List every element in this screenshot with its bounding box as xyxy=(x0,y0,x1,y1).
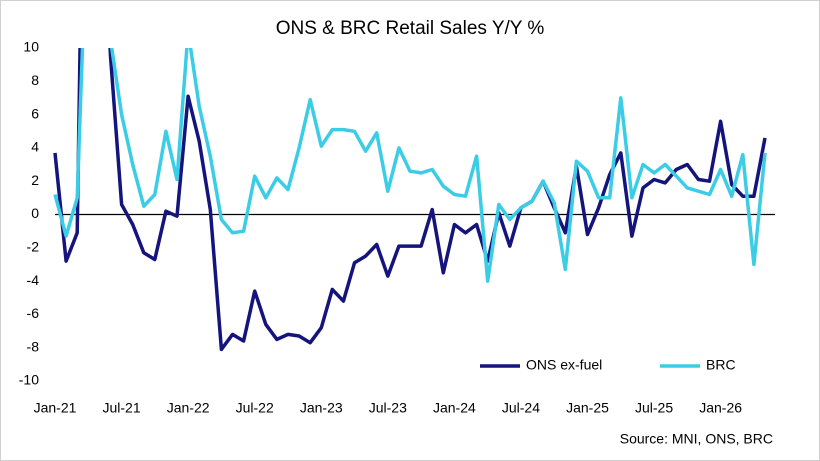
y-tick-label: -10 xyxy=(19,372,39,388)
x-tick-label: Jan-21 xyxy=(34,400,77,416)
legend-label: ONS ex-fuel xyxy=(526,357,602,373)
x-tick-label: Jan-24 xyxy=(433,400,476,416)
y-tick-label: 10 xyxy=(23,39,39,55)
x-tick-label: Jul-22 xyxy=(236,400,274,416)
x-tick-label: Jan-23 xyxy=(300,400,343,416)
x-tick-label: Jan-26 xyxy=(699,400,742,416)
y-tick-label: 4 xyxy=(31,139,39,155)
line-series xyxy=(53,48,767,352)
y-tick-label: 8 xyxy=(31,72,39,88)
y-tick-label: -8 xyxy=(27,338,40,354)
line-series xyxy=(53,48,767,283)
y-tick-label: -2 xyxy=(27,239,40,255)
chart-title: ONS & BRC Retail Sales Y/Y % xyxy=(276,18,545,39)
x-tick-label: Jul-24 xyxy=(502,400,540,416)
x-tick-label: Jan-25 xyxy=(566,400,609,416)
x-tick-label: Jul-23 xyxy=(369,400,407,416)
source-note: Source: MNI, ONS, BRC xyxy=(620,431,773,447)
y-tick-label: 2 xyxy=(31,172,39,188)
x-tick-label: Jul-25 xyxy=(635,400,673,416)
y-tick-label: -4 xyxy=(27,272,40,288)
plot-area xyxy=(53,48,767,352)
y-tick-label: 6 xyxy=(31,105,39,121)
x-tick-label: Jan-22 xyxy=(167,400,210,416)
legend-label: BRC xyxy=(706,357,736,373)
y-tick-label: -6 xyxy=(27,305,40,321)
y-tick-label: 0 xyxy=(31,205,39,221)
x-tick-label: Jul-21 xyxy=(102,400,140,416)
